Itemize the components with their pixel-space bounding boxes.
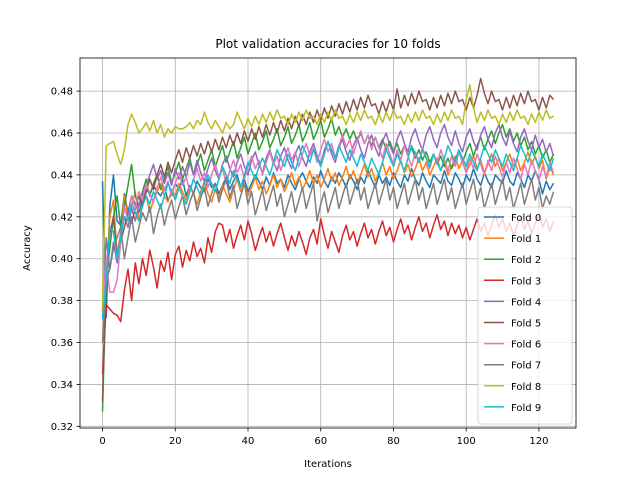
x-tick-label: 40: [242, 436, 255, 447]
y-tick-label: 0.40: [51, 254, 73, 265]
x-tick-label: 0: [99, 436, 105, 447]
legend-label: Fold 3: [511, 276, 541, 287]
x-tick-label: 60: [314, 436, 327, 447]
legend-label: Fold 0: [511, 213, 541, 224]
x-axis: 0 20 40 60 80 100 120: [99, 428, 548, 447]
y-axis-label: Accuracy: [22, 225, 33, 271]
plot-frame: [79, 57, 577, 429]
legend-label: Fold 1: [511, 234, 541, 245]
legend-label: Fold 4: [511, 297, 541, 308]
y-tick-label: 0.46: [51, 129, 73, 140]
y-tick-label: 0.34: [51, 380, 73, 391]
legend: Fold 0 Fold 1 Fold 2 Fold 3 Fold 4 Fold 5 Fold…: [477, 206, 573, 425]
y-tick-label: 0.36: [51, 338, 73, 349]
chart-title: Plot validation accuracies for 10 folds: [215, 37, 440, 51]
series-line-fold-6: [101, 130, 555, 312]
legend-label: Fold 2: [511, 255, 541, 266]
series-line-fold-5: [101, 77, 555, 402]
series-line-fold-9: [101, 140, 555, 320]
x-axis-label: Iterations: [304, 459, 352, 470]
y-tick-label: 0.42: [51, 212, 73, 223]
legend-box: [477, 206, 573, 425]
y-tick-label: 0.38: [51, 296, 73, 307]
series-line-fold-7: [101, 178, 555, 343]
x-tick-label: 20: [169, 436, 182, 447]
y-tick-label: 0.44: [51, 170, 73, 181]
x-tick-label: 120: [529, 436, 548, 447]
legend-label: Fold 5: [511, 319, 541, 330]
legend-label: Fold 9: [511, 403, 541, 414]
series-line-fold-8: [101, 84, 554, 312]
legend-label: Fold 6: [511, 340, 541, 351]
legend-label: Fold 8: [511, 382, 541, 393]
x-tick-label: 80: [387, 436, 400, 447]
y-tick-label: 0.32: [51, 422, 73, 433]
x-tick-label: 100: [457, 436, 476, 447]
y-tick-label: 0.48: [51, 87, 73, 98]
legend-label: Fold 7: [511, 361, 541, 372]
y-axis: 0.32 0.34 0.36 0.38 0.40 0.42 0.44 0.46 0.48: [51, 87, 80, 433]
